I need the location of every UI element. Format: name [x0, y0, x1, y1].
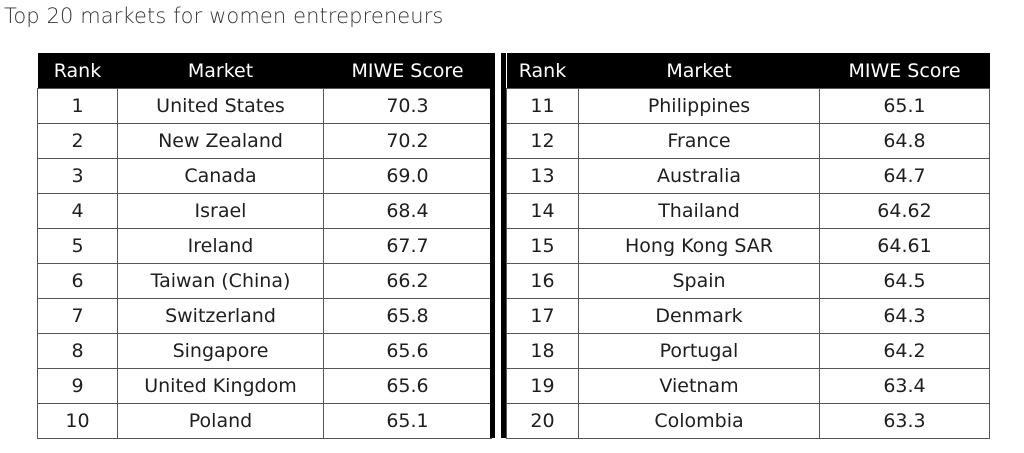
score-cell: 67.7 [323, 228, 492, 264]
table-row: 5 Ireland 67.7 [37, 228, 492, 264]
score-cell: 64.7 [819, 158, 990, 194]
column-header-score: MIWE Score [819, 53, 990, 89]
table-row: 6 Taiwan (China) 66.2 [37, 263, 492, 299]
table-row: 14 Thailand 64.62 [506, 193, 990, 229]
column-header-market: Market [117, 53, 324, 89]
score-cell: 64.5 [819, 263, 990, 299]
column-header-market: Market [578, 53, 820, 89]
score-cell: 69.0 [323, 158, 492, 194]
table-row: 19 Vietnam 63.4 [506, 368, 990, 404]
rank-cell: 17 [506, 298, 579, 334]
column-header-rank: Rank [37, 53, 118, 89]
market-cell: Switzerland [117, 298, 324, 334]
score-cell: 70.3 [323, 88, 492, 124]
rank-cell: 15 [506, 228, 579, 264]
table-divider [490, 53, 506, 438]
market-cell: Colombia [578, 403, 820, 439]
page-title: Top 20 markets for women entrepreneurs [4, 4, 444, 28]
table-row: 7 Switzerland 65.8 [37, 298, 492, 334]
rank-cell: 5 [37, 228, 118, 264]
rank-cell: 4 [37, 193, 118, 229]
market-cell: Poland [117, 403, 324, 439]
table-row: 13 Australia 64.7 [506, 158, 990, 194]
market-cell: New Zealand [117, 123, 324, 159]
market-cell: Vietnam [578, 368, 820, 404]
column-header-score: MIWE Score [323, 53, 492, 89]
rank-cell: 3 [37, 158, 118, 194]
table-row: 4 Israel 68.4 [37, 193, 492, 229]
score-cell: 63.3 [819, 403, 990, 439]
table-row: 10 Poland 65.1 [37, 403, 492, 439]
table-row: 17 Denmark 64.3 [506, 298, 990, 334]
score-cell: 63.4 [819, 368, 990, 404]
rank-cell: 2 [37, 123, 118, 159]
table-row: 11 Philippines 65.1 [506, 88, 990, 124]
rank-table-left: Rank Market MIWE Score 1 United States 70.… [37, 53, 492, 439]
market-cell: Ireland [117, 228, 324, 264]
score-cell: 64.8 [819, 123, 990, 159]
table-row: 18 Portugal 64.2 [506, 333, 990, 369]
table-header-row: Rank Market MIWE Score [506, 53, 990, 89]
table-row: 15 Hong Kong SAR 64.61 [506, 228, 990, 264]
market-cell: France [578, 123, 820, 159]
rank-cell: 7 [37, 298, 118, 334]
rank-cell: 14 [506, 193, 579, 229]
column-header-rank: Rank [506, 53, 579, 89]
score-cell: 65.6 [323, 368, 492, 404]
table-row: 3 Canada 69.0 [37, 158, 492, 194]
rank-cell: 13 [506, 158, 579, 194]
table-row: 16 Spain 64.5 [506, 263, 990, 299]
table-row: 12 France 64.8 [506, 123, 990, 159]
market-cell: United States [117, 88, 324, 124]
table-row: 2 New Zealand 70.2 [37, 123, 492, 159]
rank-cell: 6 [37, 263, 118, 299]
table-body-right: 11 Philippines 65.1 12 France 64.8 13 Australia… [506, 88, 990, 439]
score-cell: 64.2 [819, 333, 990, 369]
score-cell: 64.62 [819, 193, 990, 229]
rank-cell: 19 [506, 368, 579, 404]
rank-cell: 18 [506, 333, 579, 369]
rank-cell: 12 [506, 123, 579, 159]
rank-cell: 16 [506, 263, 579, 299]
market-cell: Singapore [117, 333, 324, 369]
market-cell: Spain [578, 263, 820, 299]
market-cell: Philippines [578, 88, 820, 124]
market-cell: Hong Kong SAR [578, 228, 820, 264]
rank-cell: 10 [37, 403, 118, 439]
table-row: 9 United Kingdom 65.6 [37, 368, 492, 404]
rank-cell: 1 [37, 88, 118, 124]
score-cell: 65.6 [323, 333, 492, 369]
score-cell: 64.61 [819, 228, 990, 264]
market-cell: Canada [117, 158, 324, 194]
table-row: 8 Singapore 65.6 [37, 333, 492, 369]
rank-table-right: Rank Market MIWE Score 11 Philippines 65.1… [506, 53, 990, 439]
market-cell: Denmark [578, 298, 820, 334]
table-body-left: 1 United States 70.3 2 New Zealand 70.2 3 Canad… [37, 88, 492, 439]
market-cell: Thailand [578, 193, 820, 229]
score-cell: 64.3 [819, 298, 990, 334]
score-cell: 65.1 [819, 88, 990, 124]
score-cell: 66.2 [323, 263, 492, 299]
score-cell: 70.2 [323, 123, 492, 159]
market-cell: Taiwan (China) [117, 263, 324, 299]
market-cell: Australia [578, 158, 820, 194]
market-cell: United Kingdom [117, 368, 324, 404]
market-cell: Portugal [578, 333, 820, 369]
rank-cell: 20 [506, 403, 579, 439]
rank-cell: 8 [37, 333, 118, 369]
score-cell: 65.1 [323, 403, 492, 439]
score-cell: 68.4 [323, 193, 492, 229]
rank-cell: 9 [37, 368, 118, 404]
score-cell: 65.8 [323, 298, 492, 334]
rank-cell: 11 [506, 88, 579, 124]
table-row: 1 United States 70.3 [37, 88, 492, 124]
table-row: 20 Colombia 63.3 [506, 403, 990, 439]
table-header-row: Rank Market MIWE Score [37, 53, 492, 89]
market-cell: Israel [117, 193, 324, 229]
